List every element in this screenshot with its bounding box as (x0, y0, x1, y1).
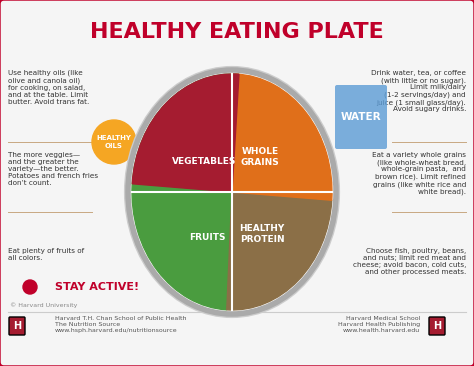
Text: HEALTHY
PROTEIN: HEALTHY PROTEIN (239, 224, 284, 244)
Circle shape (92, 120, 136, 164)
Text: FRUITS: FRUITS (189, 232, 225, 242)
Text: WATER: WATER (341, 112, 381, 122)
Wedge shape (227, 192, 332, 310)
Text: © Harvard University: © Harvard University (10, 302, 77, 308)
Text: H: H (433, 321, 441, 331)
FancyBboxPatch shape (335, 85, 387, 149)
Text: VEGETABLES: VEGETABLES (172, 157, 236, 167)
Text: The more veggies—
and the greater the
variety—the better.
Potatoes and french fr: The more veggies— and the greater the va… (8, 152, 98, 186)
Text: HEALTHY
OILS: HEALTHY OILS (97, 135, 131, 149)
Text: WHOLE
GRAINS: WHOLE GRAINS (241, 147, 279, 167)
Wedge shape (132, 74, 239, 310)
Text: Drink water, tea, or coffee
(with little or no sugar).
Limit milk/dairy
(1-2 ser: Drink water, tea, or coffee (with little… (371, 70, 466, 112)
Text: Choose fish, poultry, beans,
and nuts; limit red meat and
cheese; avoid bacon, c: Choose fish, poultry, beans, and nuts; l… (353, 248, 466, 275)
Wedge shape (132, 74, 239, 192)
Text: Eat a variety whole grains
(like whole-wheat bread,
whole-grain pasta,  and
brow: Eat a variety whole grains (like whole-w… (372, 152, 466, 195)
Text: Eat plenty of fruits of
all colors.: Eat plenty of fruits of all colors. (8, 248, 84, 261)
Text: Harvard T.H. Chan School of Public Health
The Nutrition Source
www.hsph.harvard.: Harvard T.H. Chan School of Public Healt… (55, 316, 186, 333)
Text: HEALTHY EATING PLATE: HEALTHY EATING PLATE (90, 22, 384, 42)
Circle shape (23, 280, 37, 294)
Text: STAY ACTIVE!: STAY ACTIVE! (55, 282, 139, 292)
Wedge shape (232, 74, 332, 200)
Ellipse shape (126, 68, 338, 316)
FancyBboxPatch shape (429, 317, 445, 335)
Text: H: H (13, 321, 21, 331)
Text: Use healthy oils (like
olive and canola oil)
for cooking, on salad,
and at the t: Use healthy oils (like olive and canola … (8, 70, 89, 105)
FancyBboxPatch shape (9, 317, 25, 335)
Text: Harvard Medical School
Harvard Health Publishing
www.health.harvard.edu: Harvard Medical School Harvard Health Pu… (338, 316, 420, 333)
